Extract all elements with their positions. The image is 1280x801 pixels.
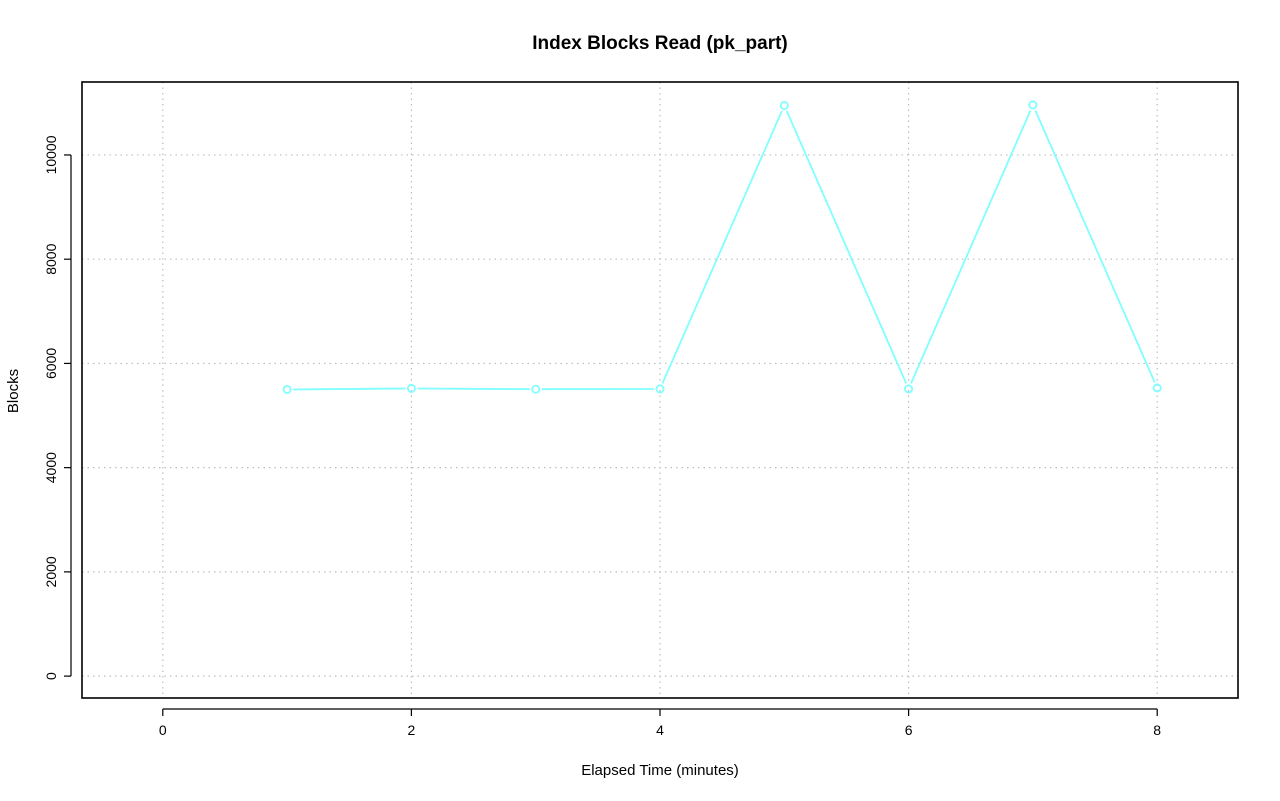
plot-area-border [81,81,1239,699]
x-axis: 0 2 4 6 8 [159,708,1161,738]
y-tick-label-3: 6000 [43,348,59,379]
data-point-0-5 [904,384,914,394]
y-tick-label-5: 10000 [43,135,59,174]
y-tick-label-2: 4000 [43,452,59,483]
series-0-segment-5 [910,110,1032,384]
y-axis-label: Blocks [5,369,22,413]
series-0-segment-0 [293,387,406,391]
series-layer [282,100,1162,394]
series-0-segment-3 [661,110,783,384]
data-point-0-6 [1028,100,1038,110]
y-tick-label-0: 0 [43,672,59,680]
data-point-0-2 [531,384,541,394]
series-0-segment-6 [1034,110,1156,383]
data-point-0-1 [406,383,416,393]
data-point-0-4 [779,100,789,110]
x-tick-label-4: 8 [1153,722,1161,738]
x-tick-label-1: 2 [407,722,415,738]
data-point-0-7 [1152,383,1162,393]
y-tick-label-1: 2000 [43,556,59,587]
x-axis-label: Elapsed Time (minutes) [581,762,739,779]
x-tick-label-0: 0 [159,722,167,738]
x-tick-label-3: 6 [905,722,913,738]
data-point-0-0 [282,384,292,394]
y-axis: 0 2000 4000 6000 8000 10000 [43,135,72,680]
chart-title: Index Blocks Read (pk_part) [532,33,788,54]
series-0-segment-4 [785,110,907,384]
x-tick-label-2: 4 [656,722,664,738]
data-point-0-3 [655,384,665,394]
y-tick-label-4: 8000 [43,243,59,274]
series-0-segment-1 [417,387,530,391]
grid [82,82,1238,698]
